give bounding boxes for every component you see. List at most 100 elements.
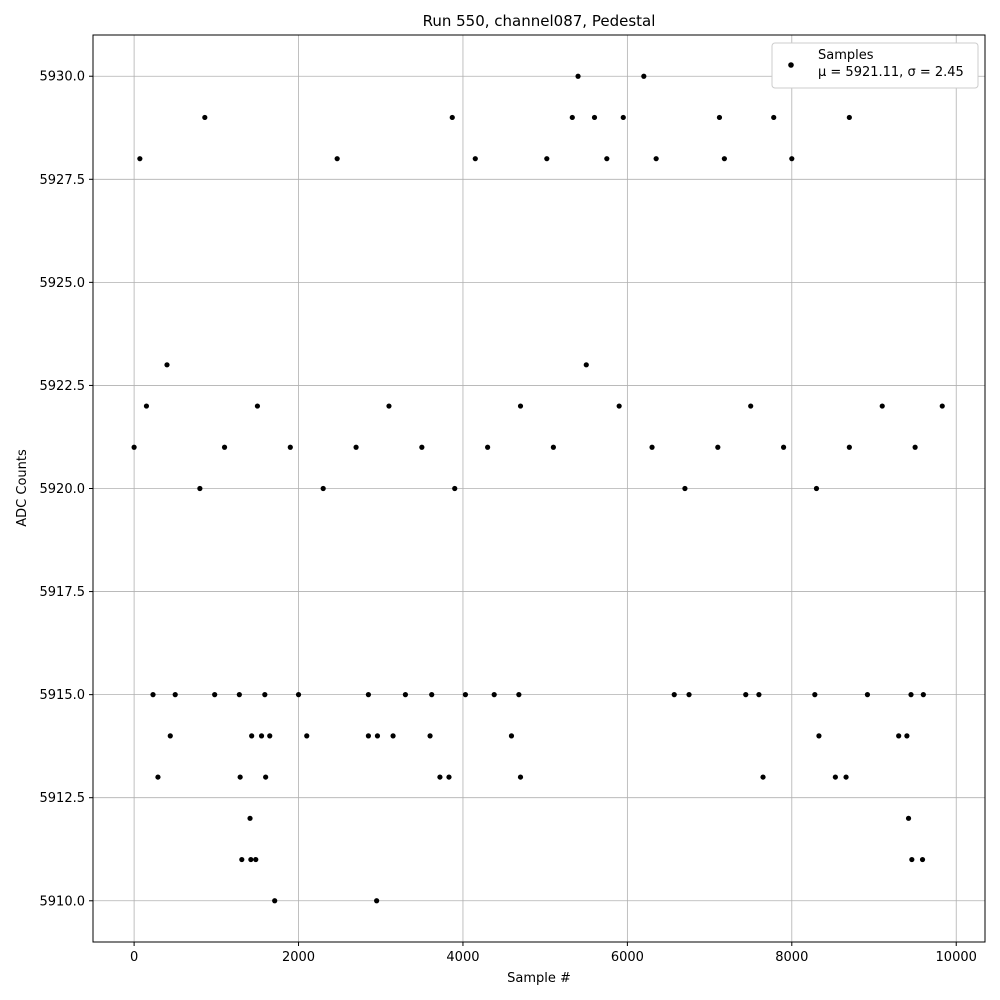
data-point xyxy=(143,403,150,409)
data-point xyxy=(249,733,255,739)
data-point xyxy=(904,733,910,739)
data-point xyxy=(517,774,524,780)
y-tick-label: 5925.0 xyxy=(40,276,86,291)
data-point xyxy=(202,114,208,121)
y-tick-label: 5917.5 xyxy=(40,585,86,600)
data-point xyxy=(544,156,550,162)
data-point xyxy=(516,692,522,698)
x-axis-ticks: 0 2000 4000 6000 8000 10000 xyxy=(130,942,977,965)
data-point xyxy=(721,156,727,162)
data-point xyxy=(446,774,452,780)
grid-lines xyxy=(93,35,985,942)
data-point xyxy=(402,692,409,698)
data-point xyxy=(449,114,455,121)
data-point xyxy=(462,692,469,698)
y-axis-ticks: 5910.0 5912.5 5915.0 5917.5 5920.0 5922.5 5925… xyxy=(40,70,93,909)
legend-marker xyxy=(788,62,794,68)
data-point xyxy=(743,692,749,698)
data-point xyxy=(864,692,871,698)
data-point xyxy=(334,156,340,162)
data-point xyxy=(813,485,820,492)
data-point xyxy=(429,692,435,698)
data-point xyxy=(437,774,443,780)
data-point xyxy=(517,403,524,409)
data-point xyxy=(237,774,243,780)
data-point xyxy=(756,692,762,698)
x-axis-label: Sample # xyxy=(507,971,571,986)
x-tick-label: 2000 xyxy=(282,950,315,965)
legend-label: Samples xyxy=(818,48,874,63)
legend-box xyxy=(771,42,979,89)
data-point xyxy=(272,898,278,904)
data-point xyxy=(172,692,178,698)
data-point xyxy=(604,156,610,162)
data-point xyxy=(771,114,777,121)
data-point xyxy=(879,403,885,409)
y-tick-label: 5930.0 xyxy=(40,70,86,85)
data-point xyxy=(248,856,254,863)
data-point xyxy=(137,156,143,162)
data-point xyxy=(267,733,273,739)
data-point xyxy=(653,156,659,162)
data-point xyxy=(939,403,945,409)
data-point xyxy=(485,444,491,450)
x-tick-label: 4000 xyxy=(446,950,479,965)
data-point xyxy=(131,444,137,450)
data-point xyxy=(550,444,556,450)
data-point xyxy=(212,692,218,698)
y-tick-label: 5927.5 xyxy=(40,173,86,188)
data-point xyxy=(390,733,396,739)
data-point xyxy=(715,444,721,450)
data-point xyxy=(649,444,655,450)
data-point xyxy=(920,692,926,698)
data-point xyxy=(236,692,242,698)
data-point xyxy=(671,692,677,698)
data-point xyxy=(491,692,497,698)
data-point xyxy=(164,362,170,368)
data-point xyxy=(304,733,310,739)
y-tick-label: 5910.0 xyxy=(40,894,86,909)
y-tick-label: 5922.5 xyxy=(40,379,86,394)
data-point xyxy=(896,733,902,739)
data-point xyxy=(908,692,914,698)
data-point xyxy=(353,444,359,450)
data-points xyxy=(131,73,945,904)
data-point xyxy=(569,114,575,121)
data-point xyxy=(780,444,787,450)
data-point xyxy=(686,692,692,698)
legend-stats: μ = 5921.11, σ = 2.45 xyxy=(818,65,964,80)
data-point xyxy=(641,73,647,79)
data-point xyxy=(374,898,380,904)
y-tick-label: 5915.0 xyxy=(40,688,86,703)
data-point xyxy=(262,692,268,698)
data-point xyxy=(616,403,622,409)
x-tick-label: 6000 xyxy=(611,950,644,965)
data-point xyxy=(419,444,425,450)
x-tick-label: 10000 xyxy=(936,950,977,965)
data-point xyxy=(919,856,926,863)
data-point xyxy=(508,733,515,739)
legend: Samples μ = 5921.11, σ = 2.45 xyxy=(771,42,979,89)
data-point xyxy=(909,856,915,863)
data-point xyxy=(846,114,852,121)
data-point xyxy=(846,444,852,450)
data-point xyxy=(716,114,723,121)
data-point xyxy=(295,692,302,698)
data-point xyxy=(258,733,265,739)
data-point xyxy=(386,403,392,409)
data-point xyxy=(155,774,161,780)
data-point xyxy=(575,73,581,79)
data-point xyxy=(682,485,688,492)
y-axis-label: ADC Counts xyxy=(15,449,30,527)
data-point xyxy=(254,403,261,409)
y-tick-label: 5912.5 xyxy=(40,791,86,806)
data-point xyxy=(167,733,173,739)
data-point xyxy=(816,733,822,739)
data-point xyxy=(832,774,838,780)
data-point xyxy=(253,856,259,863)
data-point xyxy=(912,444,918,450)
chart-title: Run 550, channel087, Pedestal xyxy=(423,12,656,30)
data-point xyxy=(287,444,293,450)
y-tick-label: 5920.0 xyxy=(40,482,86,497)
